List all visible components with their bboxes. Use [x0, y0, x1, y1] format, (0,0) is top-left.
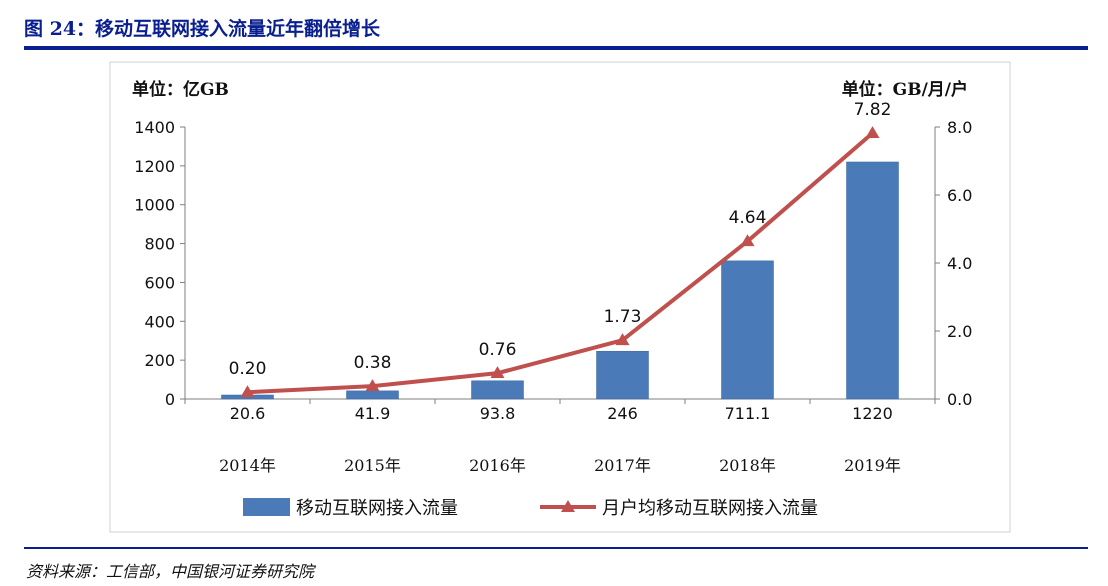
figure-title: 图 24：移动互联网接入流量近年翻倍增长 — [24, 18, 381, 40]
x-category-label: 2015年 — [344, 456, 401, 475]
line-marker-triangle — [365, 379, 380, 391]
bar-value-label: 20.6 — [230, 404, 266, 423]
x-category-label: 2018年 — [719, 456, 776, 475]
legend-line-marker — [561, 500, 575, 512]
x-category-label: 2019年 — [844, 456, 901, 475]
bar-value-label: 711.1 — [725, 404, 771, 423]
right-tick-label: 0.0 — [947, 390, 972, 409]
right-tick-label: 8.0 — [947, 118, 972, 137]
left-tick-label: 1000 — [134, 196, 175, 215]
bar-value-label: 41.9 — [355, 404, 391, 423]
legend-line-label: 月户均移动互联网接入流量 — [602, 498, 818, 519]
bar — [721, 260, 774, 400]
source-rule — [24, 547, 1088, 549]
line-marker-triangle — [615, 333, 630, 346]
x-category-label: 2014年 — [219, 456, 276, 475]
line-marker-triangle — [865, 126, 880, 139]
bar — [596, 350, 649, 400]
line-marker-triangle — [490, 366, 505, 379]
right-axis-unit: 单位：GB/月/户 — [842, 79, 968, 100]
x-category-label: 2017年 — [594, 456, 651, 475]
left-tick-label: 1400 — [134, 118, 175, 137]
line-value-label: 0.20 — [229, 359, 267, 379]
bar-value-label: 1220 — [852, 404, 893, 423]
line-value-label: 0.76 — [479, 340, 517, 360]
left-tick-label: 600 — [144, 273, 175, 292]
right-tick-label: 4.0 — [947, 254, 972, 273]
bar-value-label: 246 — [607, 404, 638, 423]
legend-bar-swatch — [243, 498, 290, 516]
x-category-label: 2016年 — [469, 456, 526, 475]
line-value-label: 7.82 — [854, 100, 892, 120]
line-value-label: 0.38 — [354, 353, 392, 373]
line-marker-triangle — [240, 385, 255, 398]
line-value-label: 1.73 — [604, 307, 642, 327]
bar — [846, 161, 899, 400]
right-tick-label: 6.0 — [947, 186, 972, 205]
left-axis-unit: 单位：亿GB — [132, 79, 229, 100]
line-value-label: 4.64 — [729, 208, 767, 228]
left-tick-label: 200 — [144, 351, 175, 370]
left-tick-label: 400 — [144, 312, 175, 331]
line-marker-triangle — [740, 234, 755, 247]
left-tick-label: 1200 — [134, 157, 175, 176]
title-rule-thin — [24, 49, 1088, 50]
title-rule — [24, 46, 1088, 49]
bar — [471, 380, 524, 400]
bar-value-label: 93.8 — [480, 404, 516, 423]
right-tick-label: 2.0 — [947, 322, 972, 341]
left-tick-label: 800 — [144, 235, 175, 254]
bar — [346, 390, 399, 400]
legend-bar-label: 移动互联网接入流量 — [296, 498, 458, 519]
left-tick-label: 0 — [165, 390, 175, 409]
chart-frame — [109, 61, 1011, 533]
source-note: 资料来源：工信部，中国银河证券研究院 — [26, 562, 315, 581]
line-series — [247, 131, 874, 395]
